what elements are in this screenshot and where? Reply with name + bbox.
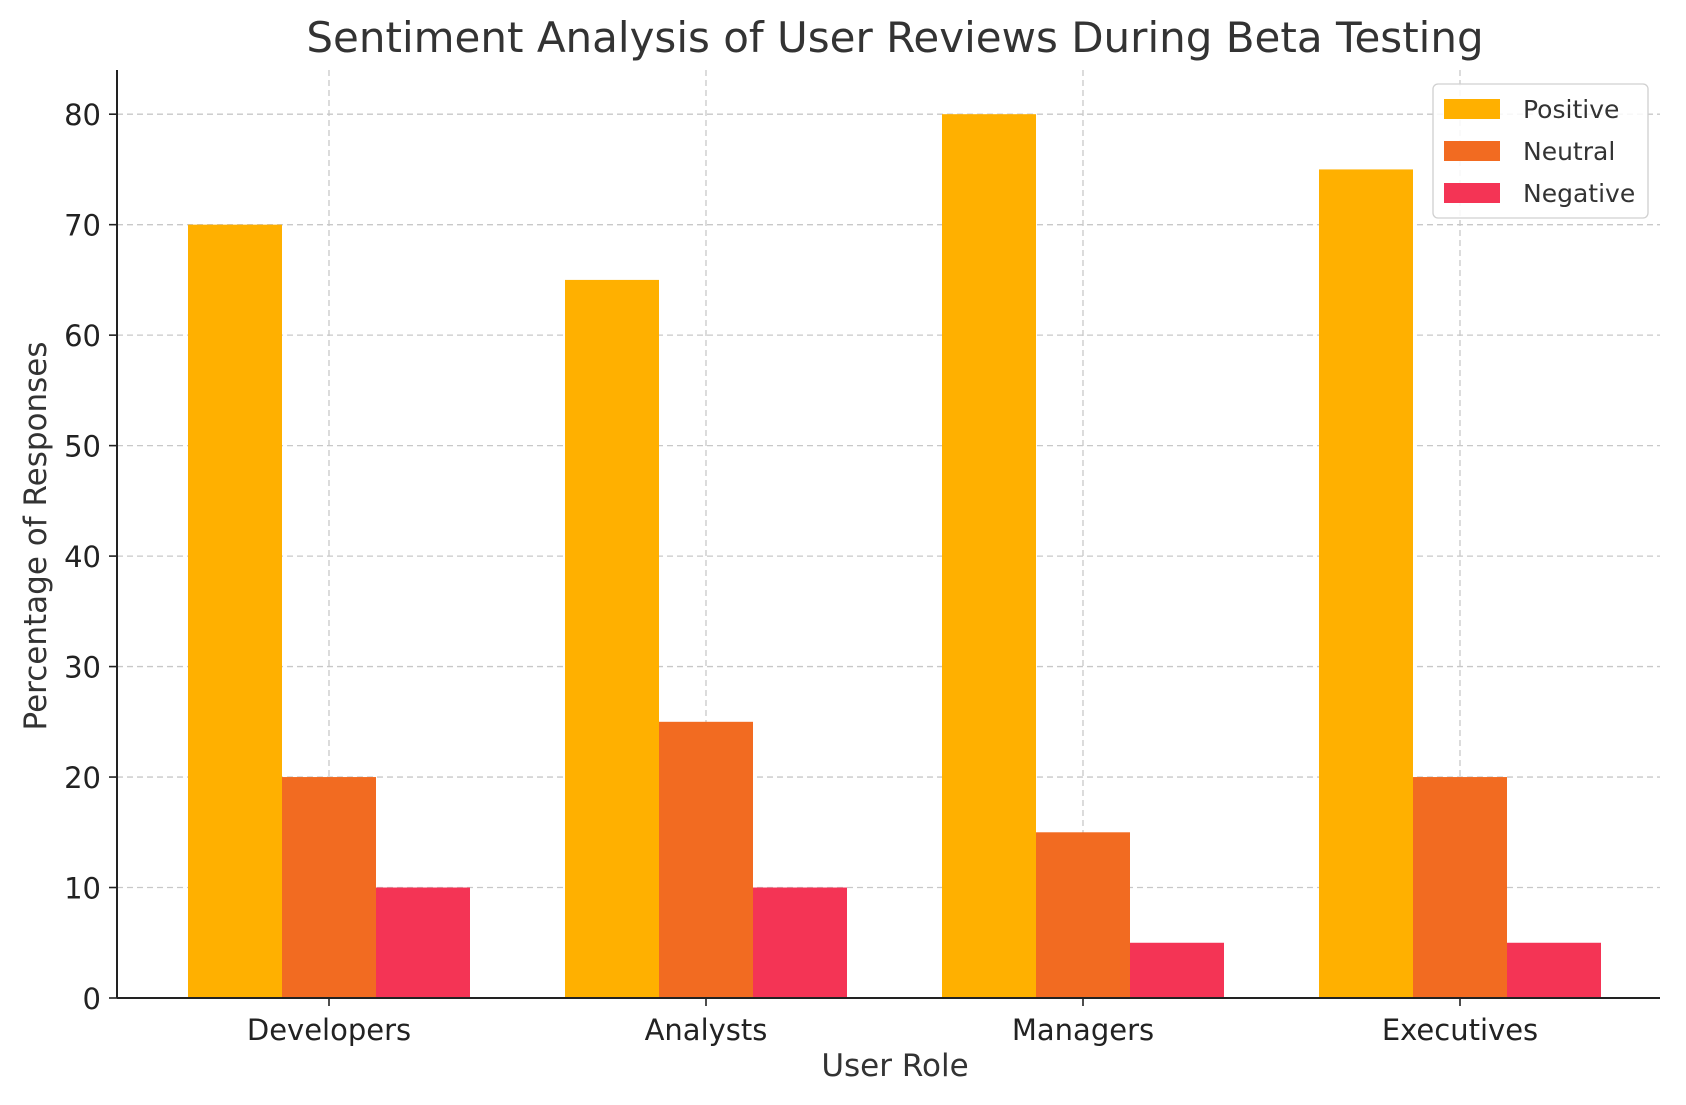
tick-labels: 0 10 20 30 40 50 60 70 80 Developers Analysts Manag… (64, 98, 1538, 1047)
bar-negative-analysts (753, 887, 847, 998)
bar-neutral-managers (1036, 832, 1130, 998)
y-tick-label: 0 (83, 982, 101, 1016)
chart-title: Sentiment Analysis of User Reviews Durin… (306, 13, 1483, 62)
x-axis-label: User Role (821, 1048, 968, 1084)
bar-negative-developers (376, 887, 470, 998)
legend: Positive Neutral Negative (1432, 83, 1649, 219)
bar-positive-managers (942, 114, 1036, 998)
y-tick-label: 40 (64, 540, 101, 574)
x-tick-label: Executives (1382, 1013, 1538, 1047)
bar-negative-executives (1507, 942, 1601, 998)
bar-neutral-executives (1413, 777, 1507, 998)
y-tick-label: 50 (64, 430, 101, 464)
bars (188, 114, 1601, 998)
x-tick-label: Managers (1012, 1013, 1154, 1047)
bar-neutral-developers (282, 777, 376, 998)
y-tick-label: 70 (64, 209, 101, 243)
bar-positive-analysts (565, 279, 659, 998)
x-tick-label: Developers (247, 1013, 411, 1047)
y-tick-label: 30 (64, 651, 101, 685)
legend-label-neutral: Neutral (1523, 137, 1615, 166)
bar-neutral-analysts (659, 721, 753, 998)
x-tick-label: Analysts (645, 1013, 768, 1047)
bar-positive-executives (1319, 169, 1413, 998)
legend-label-negative: Negative (1523, 179, 1635, 208)
legend-swatch-neutral (1444, 141, 1500, 161)
legend-swatch-negative (1444, 183, 1500, 203)
axes (109, 70, 1660, 1006)
y-tick-label: 20 (64, 761, 101, 795)
y-tick-label: 80 (64, 98, 101, 132)
bar-positive-developers (188, 224, 282, 998)
y-tick-label: 10 (64, 872, 101, 906)
y-tick-label: 60 (64, 319, 101, 353)
legend-label-positive: Positive (1523, 95, 1619, 124)
y-axis-label: Percentage of Responses (18, 341, 54, 730)
bar-negative-managers (1130, 942, 1224, 998)
legend-swatch-positive (1444, 99, 1500, 119)
